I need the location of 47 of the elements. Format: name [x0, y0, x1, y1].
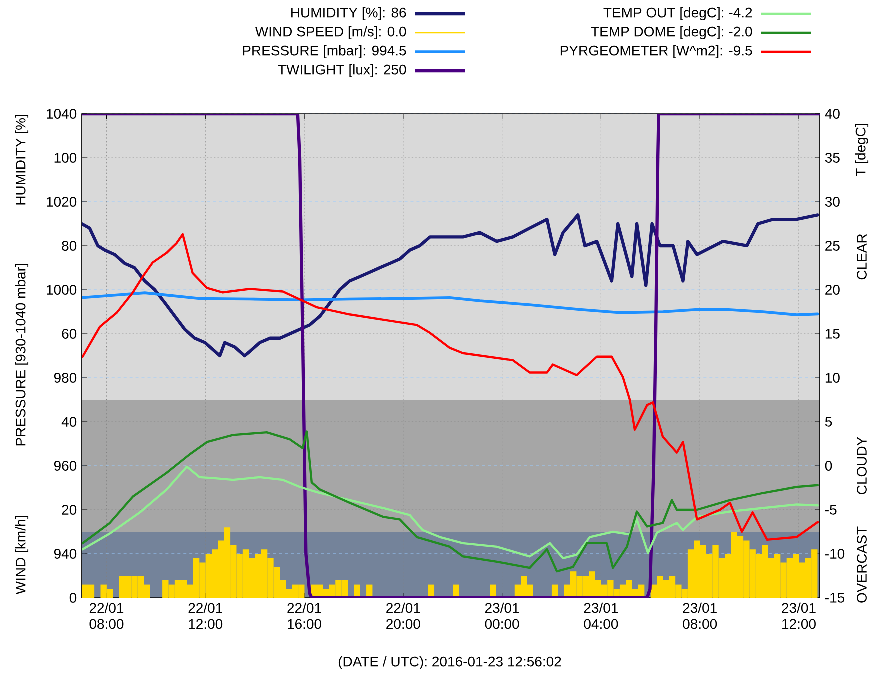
y3-tick-label: 1020: [47, 197, 77, 207]
y-tick-label: 0: [70, 593, 77, 603]
y2-tick-label: -5: [826, 505, 837, 515]
y3-tick-label: 980: [54, 373, 77, 383]
y2-tick-label: 20: [826, 285, 840, 295]
y2-tick-label: 15: [826, 329, 840, 339]
band-label: OVERCAST: [857, 526, 867, 603]
x-tick-label: 23/01 04:00: [584, 602, 618, 630]
legend-label: PYRGEOMETER [W^m2]: -9.5: [560, 45, 752, 59]
legend-label: TEMP DOME [degC]: -2.0: [591, 26, 752, 40]
x-tick-label: 23/01 08:00: [683, 602, 718, 630]
y-tick-label: 100: [54, 153, 77, 163]
y2-axis-title: T [degC]: [855, 124, 869, 177]
y2-tick-label: 10: [826, 373, 840, 383]
y3-tick-label: 1000: [47, 285, 77, 295]
y2-tick-label: 0: [825, 461, 832, 471]
y-tick-label: 80: [62, 241, 77, 251]
band-label: CLOUDY: [857, 437, 867, 494]
x-tick-label: 23/01 12:00: [782, 602, 816, 630]
y-tick-label: 60: [62, 329, 77, 339]
y3-tick-label: 1040: [47, 109, 77, 119]
x-tick-label: 22/01 12:00: [188, 602, 223, 630]
y3-tick-label: 960: [54, 461, 77, 471]
y2-tick-label: -15: [826, 593, 845, 603]
x-axis-title: (DATE / UTC): 2016-01-23 12:56:02: [338, 656, 562, 670]
y2-tick-label: 5: [825, 417, 832, 427]
y3-tick-label: 940: [54, 549, 77, 559]
y3-axis-title: PRESSURE [930-1040 mbar]: [15, 264, 29, 446]
x-tick-label: 23/01 00:00: [485, 602, 520, 630]
x-tick-label: 22/01 20:00: [386, 602, 420, 630]
y-tick-label: 40: [62, 417, 77, 427]
y-tick-label: 20: [62, 505, 77, 515]
legend-label: WIND SPEED [m/s]: 0.0: [255, 26, 406, 40]
y-axis-title: HUMIDITY [%]: [15, 115, 29, 205]
y2-tick-label: 40: [825, 109, 840, 119]
band-label: CLEAR: [857, 234, 867, 280]
y2-tick-label: 35: [825, 153, 840, 163]
text: WIND [km/h]: [15, 516, 29, 595]
legend-label: TEMP OUT [degC]: -4.2: [604, 7, 752, 21]
y2-tick-label: 25: [826, 241, 840, 251]
legend-label: PRESSURE [mbar]: 994.5: [243, 45, 406, 59]
legend-label: TWILIGHT [lux]: 250: [278, 64, 406, 78]
x-tick-label: 22/01 08:00: [90, 602, 124, 630]
y2-tick-label: -10: [826, 549, 845, 559]
legend-label: HUMIDITY [%]: 86: [292, 7, 406, 21]
y2-tick-label: 30: [825, 197, 840, 207]
x-tick-label: 22/01 16:00: [288, 602, 322, 630]
